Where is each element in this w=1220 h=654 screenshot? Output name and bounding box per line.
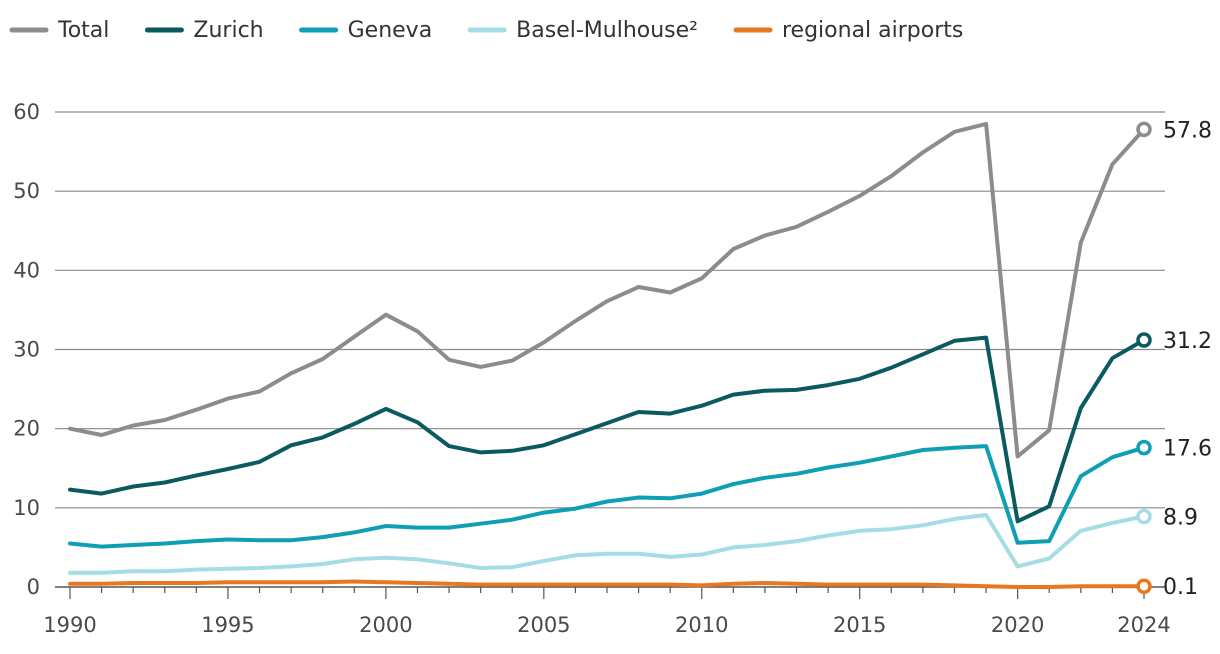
legend-label-geneva: Geneva <box>348 18 433 43</box>
y-axis-ticks: 0 10 20 30 40 50 60 <box>13 100 40 599</box>
end-value-label-total: 57.8 <box>1163 118 1212 143</box>
y-tick-label-30: 30 <box>13 338 40 362</box>
x-tick-label-2005: 2005 <box>517 613 570 637</box>
end-marker-basel-mulhouse <box>1136 508 1152 525</box>
x-tick-label-2020: 2020 <box>991 613 1044 637</box>
series-line-zurich <box>68 335 1146 524</box>
end-value-label-basel-mulhouse: 8.9 <box>1163 506 1198 531</box>
end-marker-zurich <box>1136 332 1152 348</box>
x-tick-label-2010: 2010 <box>675 613 728 637</box>
legend-label-regional-airports: regional airports <box>782 18 963 43</box>
series-line-basel-mulhouse <box>68 513 1146 575</box>
end-value-label-zurich: 31.2 <box>1163 329 1212 354</box>
legend: Total Zurich Geneva Basel-Mulhouse² regional… <box>9 18 963 43</box>
y-tick-label-60: 60 <box>13 100 40 124</box>
x-tick-label-1990: 1990 <box>43 613 96 637</box>
series-lines <box>68 121 1146 589</box>
y-tick-label-20: 20 <box>13 417 40 441</box>
end-marker-total <box>1136 121 1152 138</box>
x-tick-label-1995: 1995 <box>201 613 254 637</box>
end-marker-regional-airports <box>1136 578 1152 594</box>
legend-label-zurich: Zurich <box>193 18 263 43</box>
x-tick-label-2024: 2024 <box>1117 613 1170 637</box>
y-tick-label-10: 10 <box>13 496 40 520</box>
legend-label-total: Total <box>57 18 109 43</box>
y-tick-label-50: 50 <box>13 179 40 203</box>
end-markers: 57.8 31.2 17.6 8.9 0.1 <box>1136 118 1212 600</box>
end-value-label-geneva: 17.6 <box>1163 437 1212 462</box>
x-tick-label-2015: 2015 <box>833 613 886 637</box>
x-tick-label-2000: 2000 <box>359 613 412 637</box>
gridlines <box>55 111 1165 588</box>
y-tick-label-40: 40 <box>13 258 40 282</box>
series-line-total <box>68 121 1146 459</box>
end-value-label-regional-airports: 0.1 <box>1163 575 1198 600</box>
y-tick-label-0: 0 <box>27 575 40 599</box>
series-line-regional-airports <box>68 579 1146 589</box>
end-marker-geneva <box>1136 439 1152 456</box>
legend-label-basel-mulhouse: Basel-Mulhouse² <box>516 18 698 43</box>
series-line-geneva <box>68 444 1146 549</box>
x-axis: 1990 1995 2000 2005 2010 2015 2020 2024 <box>43 587 1171 637</box>
